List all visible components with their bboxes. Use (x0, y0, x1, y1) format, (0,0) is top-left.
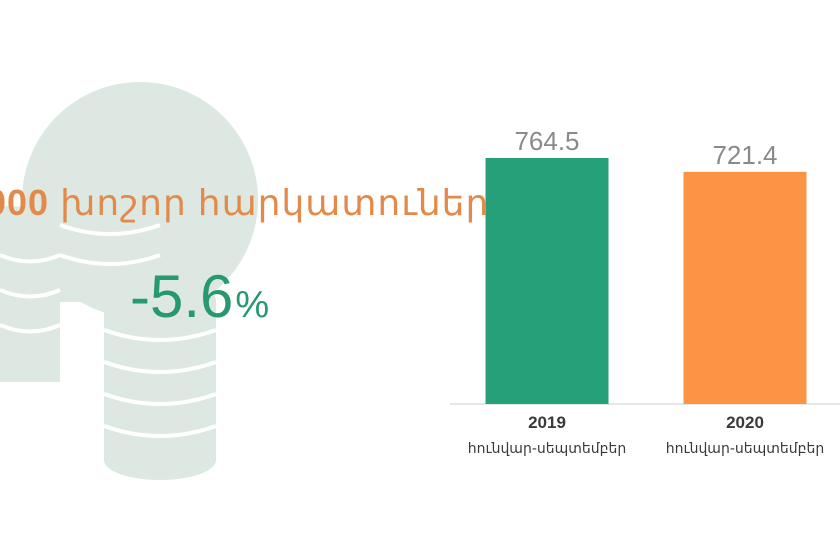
change-value: -5.6 (130, 263, 234, 330)
value-label-2020: 721.4 (712, 140, 777, 170)
change-indicator: -5.6% (130, 262, 269, 331)
category-sublabel-2019: հունվար-սեպտեմբեր (468, 441, 627, 457)
bar-2019 (485, 158, 609, 404)
category-sublabel-2020: հունվար-սեպտեմբեր (666, 441, 825, 457)
category-label-2020: 2020 (726, 413, 764, 432)
headline-text: խոշոր հարկատուներ (60, 182, 490, 223)
coin-edges (0, 223, 217, 438)
change-unit: % (235, 284, 270, 326)
value-label-2019: 764.5 (514, 126, 579, 156)
category-label-2019: 2019 (528, 413, 566, 432)
headline-number: 000 (0, 182, 50, 223)
bar-2020 (683, 171, 807, 404)
headline: 000 խոշոր հարկատուներ (0, 182, 489, 224)
